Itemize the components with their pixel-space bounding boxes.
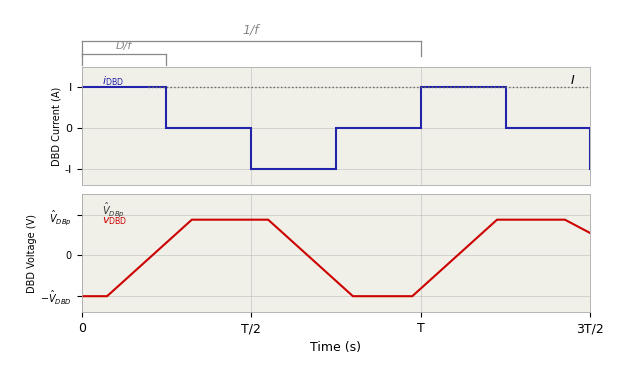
Text: $i_{\mathrm{DBD}}$: $i_{\mathrm{DBD}}$ bbox=[102, 74, 124, 88]
Text: 1/f: 1/f bbox=[243, 23, 259, 36]
Text: D/f: D/f bbox=[116, 41, 132, 51]
Text: $I$: $I$ bbox=[570, 74, 575, 87]
Y-axis label: DBD Current (A): DBD Current (A) bbox=[52, 86, 62, 166]
Text: $\hat{V}_{DBp}$: $\hat{V}_{DBp}$ bbox=[102, 201, 125, 219]
Y-axis label: DBD Voltage (V): DBD Voltage (V) bbox=[28, 214, 38, 293]
X-axis label: Time (s): Time (s) bbox=[310, 341, 362, 354]
Text: $v_{\mathrm{DBD}}$: $v_{\mathrm{DBD}}$ bbox=[102, 216, 127, 228]
